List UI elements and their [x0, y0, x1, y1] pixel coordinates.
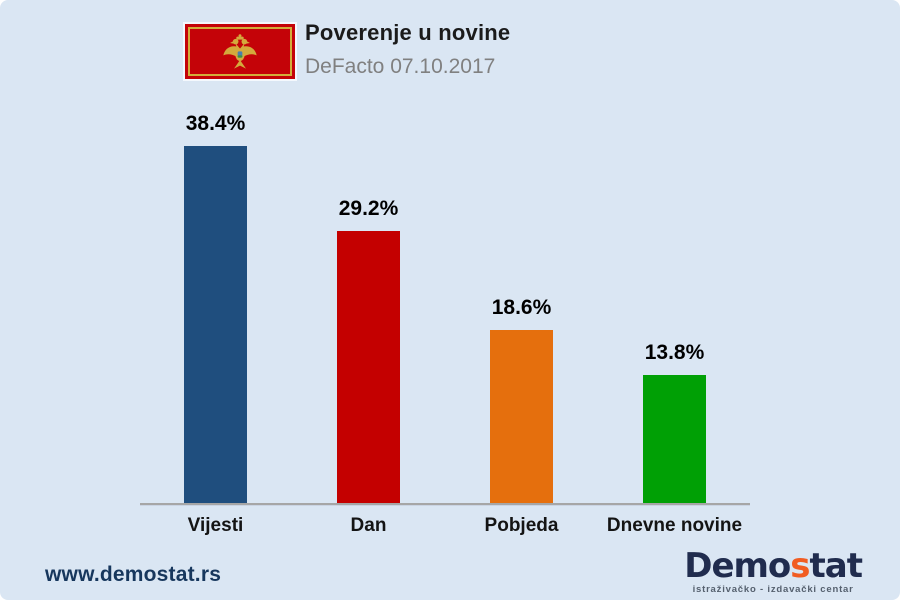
category-label-dan: Dan [350, 515, 387, 536]
bar-vijesti [184, 146, 247, 503]
wordmark-accent-letter: s [790, 546, 810, 586]
category-label-dnevne-novine: Dnevne novine [606, 515, 743, 536]
wordmark-part2: tat [809, 546, 863, 586]
bar-pobjeda [490, 330, 553, 503]
value-label-pobjeda: 18.6% [491, 296, 552, 319]
value-label-dnevne-novine: 13.8% [644, 341, 705, 364]
demostat-wordmark: Demostat [684, 546, 863, 586]
bar-dnevne-novine [643, 375, 706, 503]
demostat-logo: Demostat istraživačko - izdavački centar [684, 546, 863, 595]
category-label-vijesti: Vijesti [187, 515, 244, 536]
x-axis-line [140, 503, 750, 506]
category-label-pobjeda: Pobjeda [484, 515, 559, 536]
montenegro-flag [185, 24, 295, 79]
wordmark-part1: Demo [684, 546, 791, 586]
value-label-vijesti: 38.4% [185, 112, 246, 135]
value-label-dan: 29.2% [338, 197, 399, 220]
chart-subtitle: DeFacto 07.10.2017 [305, 55, 496, 78]
logo-tagline: istraživačko - izdavački centar [692, 584, 854, 595]
flag-gold-border [188, 27, 292, 76]
chart-title: Poverenje u novine [305, 20, 511, 45]
double-headed-eagle-icon [223, 33, 257, 69]
website-url: www.demostat.rs [45, 563, 222, 586]
bar-dan [337, 231, 400, 503]
